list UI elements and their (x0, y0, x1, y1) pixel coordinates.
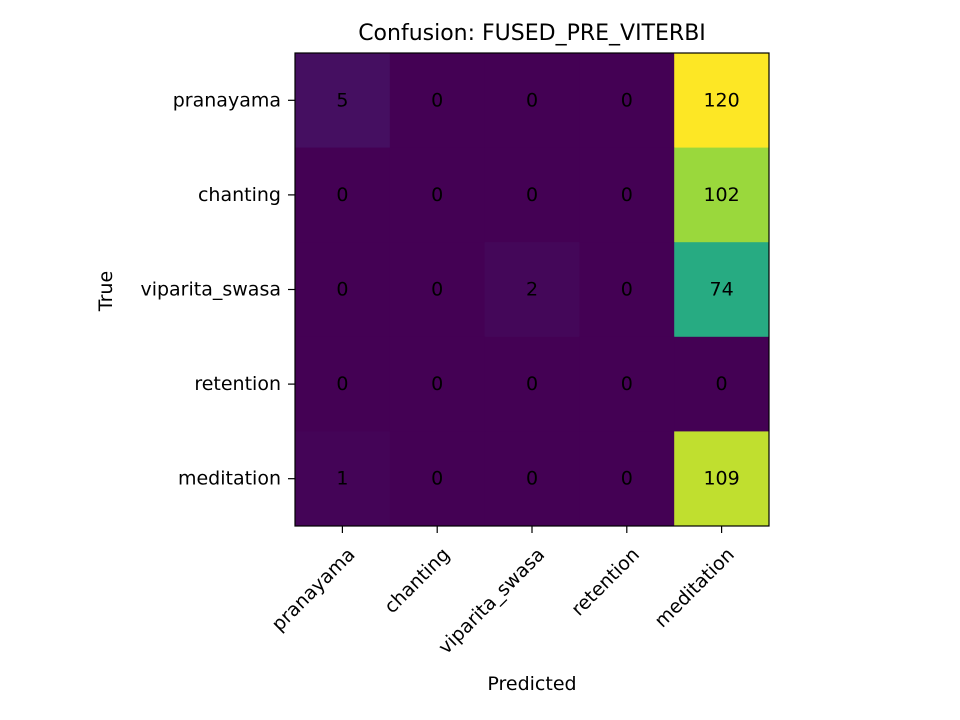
heatmap-cell (389, 431, 486, 527)
heatmap-cell (295, 242, 391, 338)
heatmap-cell (484, 336, 580, 432)
heatmap-cell (579, 53, 675, 149)
cell-value-label: 1 (336, 468, 348, 490)
cell-value-label: 0 (621, 279, 633, 301)
heatmap-cell (484, 147, 580, 243)
heatmap-cell (674, 431, 770, 527)
x-axis-label: Predicted (487, 673, 576, 695)
cell-value-label: 0 (526, 89, 538, 111)
cell-value-label: 0 (431, 468, 443, 490)
heatmap-cell (295, 336, 391, 432)
heatmap-cell (484, 431, 580, 527)
cell-value-label: 0 (431, 184, 443, 206)
chart-title: Confusion: FUSED_PRE_VITERBI (358, 21, 706, 46)
heatmap-cell (389, 147, 486, 243)
cell-value-label: 0 (716, 373, 728, 395)
x-tick-label: pranayama (267, 544, 359, 636)
y-axis-label: True (95, 271, 117, 312)
x-tick-label: meditation (650, 544, 738, 632)
cell-value-label: 0 (621, 373, 633, 395)
heatmap-cell (674, 53, 770, 149)
heatmap-cell (579, 242, 675, 338)
heatmap-cell-labels: 5 0 0 0 120 0 0 0 0 102 0 0 2 0 74 0 0 0 0 0 1 0 0 0 109 (336, 89, 739, 489)
heatmap-cell (389, 53, 486, 149)
heatmap-cell (579, 147, 675, 243)
heatmap-cell (674, 147, 770, 243)
cell-value-label: 0 (336, 279, 348, 301)
heatmap-cell (674, 336, 770, 432)
heatmap-cell (295, 147, 391, 243)
cell-value-label: 0 (526, 373, 538, 395)
heatmap-cell (484, 53, 580, 149)
cell-value-label: 0 (431, 89, 443, 111)
heatmap-cells (295, 53, 770, 527)
cell-value-label: 0 (336, 373, 348, 395)
x-tick-label: chanting (380, 544, 454, 618)
heatmap-cell (389, 242, 486, 338)
cell-value-label: 120 (703, 89, 739, 111)
heatmap-cell (484, 242, 580, 338)
cell-value-label: 0 (431, 373, 443, 395)
cell-value-label: 0 (431, 279, 443, 301)
heatmap-cell (295, 53, 391, 149)
cell-value-label: 0 (336, 184, 348, 206)
cell-value-label: 74 (710, 279, 734, 301)
heatmap-cell (389, 336, 486, 432)
y-axis-ticks: pranayama chanting viparita_swasa retention… (140, 89, 295, 490)
y-tick-label: chanting (198, 184, 281, 206)
cell-value-label: 2 (526, 279, 538, 301)
y-tick-label: meditation (178, 468, 281, 490)
cell-value-label: 109 (703, 468, 739, 490)
cell-value-label: 0 (621, 184, 633, 206)
y-tick-label: retention (194, 373, 281, 395)
cell-value-label: 0 (526, 184, 538, 206)
cell-value-label: 0 (526, 468, 538, 490)
cell-value-label: 0 (621, 468, 633, 490)
heatmap-cell (674, 242, 770, 338)
cell-value-label: 0 (621, 89, 633, 111)
y-tick-label: viparita_swasa (140, 279, 281, 301)
heatmap-cell (579, 336, 675, 432)
y-tick-label: pranayama (173, 89, 281, 111)
x-tick-label: retention (567, 544, 644, 621)
cell-value-label: 102 (703, 184, 739, 206)
cell-value-label: 5 (336, 89, 348, 111)
heatmap-cell (579, 431, 675, 527)
heatmap-cell (295, 431, 391, 527)
